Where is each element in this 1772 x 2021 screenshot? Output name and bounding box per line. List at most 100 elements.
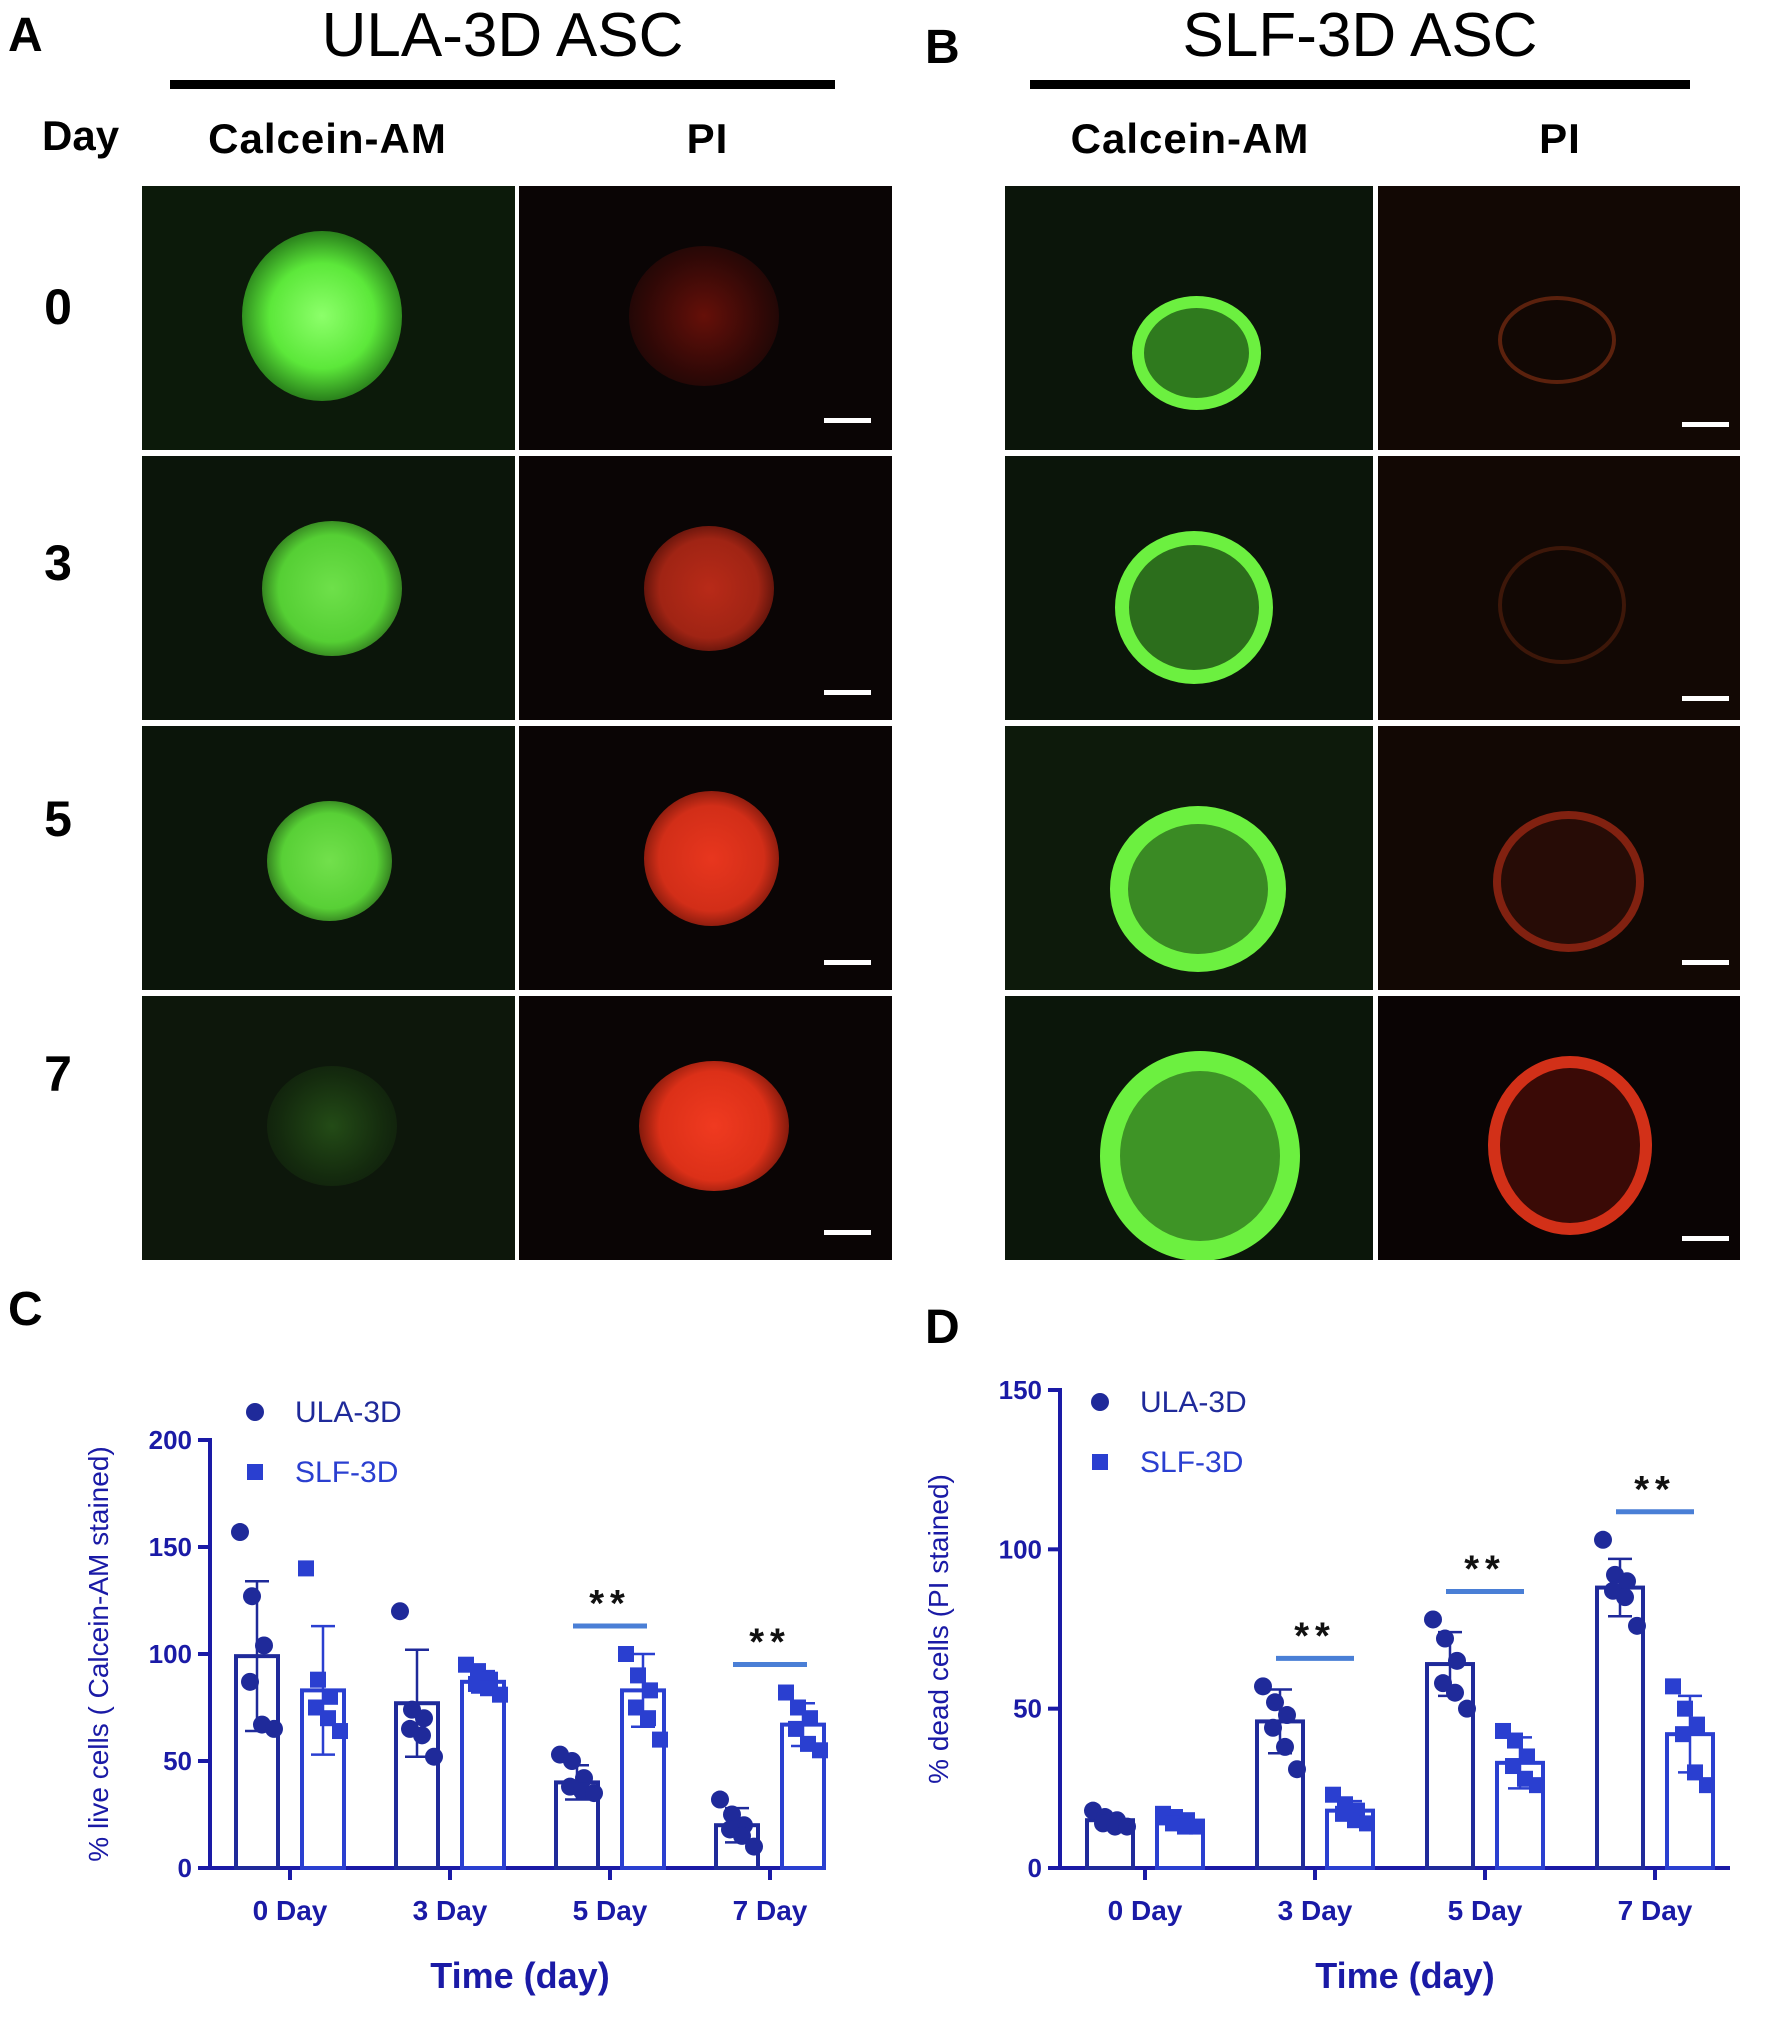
- scale-bar: [824, 960, 871, 965]
- micrograph-slf-pi-day7: [1378, 996, 1740, 1260]
- data-point-ula-3d: [1436, 1629, 1454, 1648]
- data-point-ula-3d: [585, 1784, 603, 1803]
- data-point-slf-3d: [802, 1710, 818, 1727]
- data-point-ula-3d: [231, 1523, 249, 1542]
- x-tick-label: 7 Day: [1618, 1895, 1693, 1926]
- legend-marker-ula-3d: [246, 1403, 264, 1421]
- data-point-slf-3d: [642, 1682, 658, 1699]
- scale-bar: [1682, 1236, 1729, 1241]
- data-point-slf-3d: [652, 1731, 668, 1748]
- data-point-slf-3d: [310, 1671, 326, 1688]
- data-point-ula-3d: [1264, 1718, 1282, 1737]
- day-label-5: 5: [44, 791, 72, 847]
- significance-label: **: [1634, 1469, 1676, 1511]
- micrograph-slf-pi-day0: [1378, 186, 1740, 450]
- data-point-ula-3d: [265, 1719, 283, 1738]
- data-point-slf-3d: [1507, 1732, 1523, 1749]
- data-point-ula-3d: [1628, 1616, 1646, 1635]
- data-point-slf-3d: [320, 1710, 336, 1727]
- data-point-slf-3d: [1189, 1818, 1205, 1835]
- y-axis-label: % live cells ( Calcein-AM stained): [83, 1446, 114, 1861]
- day-label-0: 0: [44, 279, 72, 335]
- micrograph-slf-pi-day3: [1378, 456, 1740, 720]
- panel-a-letter: A: [8, 9, 43, 62]
- scale-bar: [824, 690, 871, 695]
- micrograph-slf-calcein-day5: [1005, 726, 1373, 990]
- legend-label-slf-3d: SLF-3D: [1140, 1446, 1243, 1479]
- data-point-ula-3d: [255, 1636, 273, 1655]
- y-tick-label: 100: [999, 1534, 1042, 1564]
- data-point-slf-3d: [1675, 1726, 1691, 1743]
- panel-b-title: SLF-3D ASC: [1182, 1, 1538, 70]
- data-point-ula-3d: [1446, 1683, 1464, 1702]
- micrograph-ula-calcein-day0: [142, 186, 515, 450]
- y-tick-label: 100: [149, 1639, 192, 1669]
- data-point-slf-3d: [492, 1686, 508, 1703]
- data-point-slf-3d: [618, 1646, 634, 1662]
- data-point-ula-3d: [733, 1826, 751, 1845]
- y-tick-label: 200: [149, 1425, 192, 1455]
- y-axis-label: % dead cells (PI stained): [923, 1474, 954, 1784]
- data-point-ula-3d: [1288, 1760, 1306, 1779]
- scale-bar: [1682, 696, 1729, 701]
- chart-c-live-cells: 0 50 100 150 200 % live cells ( Calcein-AM st…: [83, 1396, 828, 1996]
- data-point-ula-3d: [1434, 1674, 1452, 1693]
- panel-b-title-underline: [1030, 80, 1690, 89]
- x-tick-label: 3 Day: [413, 1895, 488, 1926]
- legend-marker-slf-3d: [247, 1464, 263, 1480]
- data-point-slf-3d: [1689, 1716, 1705, 1733]
- x-tick-label: 7 Day: [733, 1895, 808, 1926]
- y-tick-label: 50: [163, 1746, 192, 1776]
- data-point-slf-3d: [1529, 1777, 1545, 1794]
- x-tick-label: 5 Day: [1448, 1895, 1523, 1926]
- scale-bar: [824, 1230, 871, 1235]
- data-point-ula-3d: [1448, 1651, 1466, 1670]
- panel-a-calcein-header: Calcein-AM: [208, 115, 447, 162]
- data-point-slf-3d: [1665, 1678, 1681, 1695]
- micrograph-ula-calcein-day3: [142, 456, 515, 720]
- x-tick-label: 0 Day: [253, 1895, 328, 1926]
- micrograph-slf-calcein-day3: [1005, 456, 1373, 720]
- significance-label: **: [1464, 1548, 1506, 1590]
- significance-label: **: [1294, 1615, 1336, 1657]
- x-tick-label: 3 Day: [1278, 1895, 1353, 1926]
- x-tick-label: 5 Day: [573, 1895, 648, 1926]
- micrograph-ula-pi-day7: [519, 996, 892, 1260]
- day-column-header: Day: [42, 112, 120, 159]
- data-point-ula-3d: [243, 1587, 261, 1606]
- y-tick-label: 0: [178, 1853, 192, 1883]
- legend-label-ula-3d: ULA-3D: [295, 1396, 402, 1429]
- data-point-ula-3d: [425, 1747, 443, 1766]
- data-point-slf-3d: [1359, 1815, 1375, 1832]
- data-point-ula-3d: [1458, 1699, 1476, 1718]
- bar-slf-3d: [460, 1679, 506, 1870]
- data-point-ula-3d: [241, 1672, 259, 1691]
- day-label-3: 3: [44, 535, 72, 591]
- data-point-ula-3d: [1278, 1706, 1296, 1725]
- legend-marker-slf-3d: [1092, 1454, 1108, 1470]
- y-tick-label: 150: [999, 1375, 1042, 1405]
- data-point-ula-3d: [1616, 1588, 1634, 1607]
- data-point-ula-3d: [1118, 1817, 1136, 1836]
- scale-bar: [1682, 960, 1729, 965]
- data-point-ula-3d: [413, 1726, 431, 1745]
- panel-b-pi-header: PI: [1539, 115, 1581, 162]
- data-point-slf-3d: [322, 1688, 338, 1705]
- panel-c-letter: C: [8, 1283, 43, 1336]
- data-point-slf-3d: [1677, 1700, 1693, 1717]
- y-tick-label: 150: [149, 1532, 192, 1562]
- data-point-ula-3d: [1618, 1572, 1636, 1591]
- x-tick-label: 0 Day: [1108, 1895, 1183, 1926]
- significance-label: **: [749, 1622, 791, 1664]
- data-point-ula-3d: [1594, 1530, 1612, 1549]
- legend-marker-ula-3d: [1091, 1393, 1109, 1411]
- micrograph-ula-pi-day5: [519, 726, 892, 990]
- panel-a-title-underline: [170, 80, 835, 89]
- data-point-ula-3d: [745, 1837, 763, 1856]
- micrograph-ula-pi-day3: [519, 456, 892, 720]
- data-point-ula-3d: [711, 1790, 729, 1809]
- data-point-slf-3d: [1519, 1748, 1535, 1765]
- panel-a-title: ULA-3D ASC: [321, 1, 684, 70]
- data-point-ula-3d: [415, 1709, 433, 1728]
- panel-a-pi-header: PI: [686, 115, 729, 162]
